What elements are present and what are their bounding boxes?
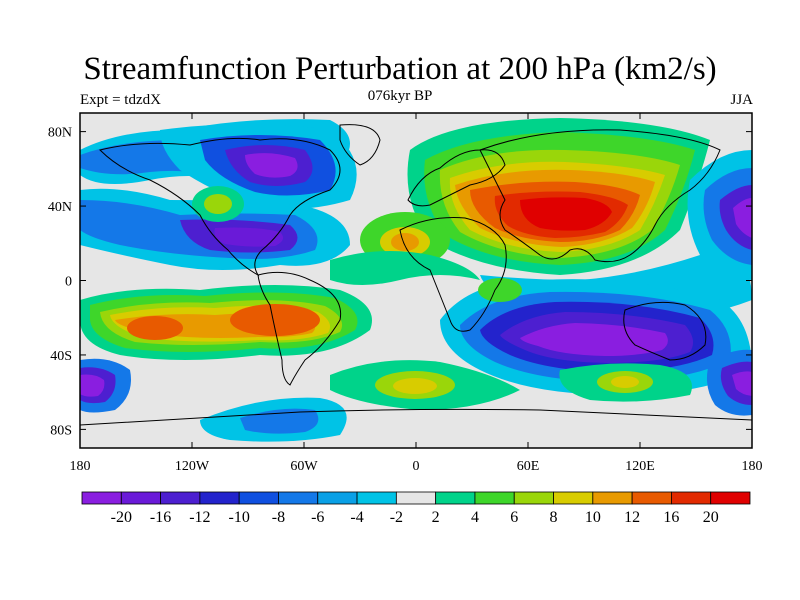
legend-swatch (317, 491, 358, 505)
legend-label: -10 (229, 509, 250, 526)
lat-tick-label: 40S (50, 349, 72, 364)
legend-label: 8 (550, 509, 558, 526)
season-label: JJA (730, 92, 753, 108)
legend-label: 6 (510, 509, 518, 526)
contour-na-low-4 (245, 153, 298, 178)
legend-label: -16 (150, 509, 171, 526)
color-legend: -20 -16 -12 -10 -8 -6 -4 -2 2 4 6 8 10 12 16 20 (81, 491, 751, 526)
lon-tick-label: 0 (413, 459, 420, 474)
contour-east-edge-south-3 (732, 371, 752, 396)
legend-label: -2 (390, 509, 403, 526)
coast-australia (623, 301, 707, 361)
legend-swatch (160, 491, 201, 505)
coastlines (80, 124, 752, 426)
contour-fill (80, 118, 752, 442)
coast-north-america (99, 137, 341, 277)
legend-label: -20 (111, 509, 132, 526)
legend-swatch (710, 491, 751, 505)
lon-tick-label: 180 (742, 459, 763, 474)
legend-swatch (356, 491, 397, 505)
lon-tick-label: 60W (290, 459, 318, 474)
coast-greenland (339, 124, 381, 166)
contour-spac-high-core (127, 316, 183, 340)
legend-swatch (199, 491, 240, 505)
lat-tick-label: 0 (65, 275, 72, 290)
legend-swatch (592, 491, 633, 505)
legend-swatch (238, 491, 279, 505)
legend-label: 4 (471, 509, 479, 526)
legend-label: -4 (350, 509, 363, 526)
experiment-label: Expt = tdzdX (80, 92, 161, 108)
legend-swatch (278, 491, 319, 505)
latitude-axis: 80N 40N 0 40S 80S (48, 126, 752, 438)
legend-swatch (671, 491, 712, 505)
contour-eurasia-high-8 (520, 197, 612, 231)
contour-west-edge-low-3 (80, 374, 105, 397)
legend-label: 16 (663, 509, 679, 526)
legend-swatch (553, 491, 594, 505)
legend-label: 2 (432, 509, 440, 526)
legend-swatch (435, 491, 476, 505)
lon-tick-label: 180 (70, 459, 91, 474)
contour-so-yellow-2b (611, 376, 639, 388)
legend-swatch (631, 491, 672, 505)
legend-label: -6 (311, 509, 324, 526)
lon-tick-label: 60E (517, 459, 540, 474)
coast-europe (407, 149, 506, 207)
contour-gulf-low-4 (214, 227, 284, 247)
legend-swatch (474, 491, 515, 505)
legend-label: -8 (272, 509, 285, 526)
lon-tick-label: 120W (175, 459, 210, 474)
lat-tick-label: 40N (48, 200, 72, 215)
lon-tick-label: 120E (625, 459, 655, 474)
legend-label: 20 (703, 509, 719, 526)
map-title: Streamfunction Perturbation at 200 hPa (… (83, 51, 717, 87)
legend-label: 12 (624, 509, 640, 526)
lat-tick-label: 80S (50, 423, 72, 438)
contour-ec-pac-green (478, 278, 522, 302)
legend-swatch (395, 491, 437, 505)
coast-africa (399, 217, 507, 332)
time-label: 076kyr BP (367, 88, 433, 104)
legend-swatch (81, 491, 122, 505)
legend-swatch (513, 491, 554, 505)
contour-east-edge-low-4 (733, 198, 752, 238)
contour-sio-low-5 (520, 323, 668, 356)
coast-south-america (257, 271, 342, 386)
legend-swatch (120, 491, 161, 505)
legend-label: -12 (189, 509, 210, 526)
legend-label: 10 (585, 509, 601, 526)
coast-antarctica (80, 408, 752, 426)
contour-sam-high-core (230, 304, 320, 336)
contour-so-yellow-1b (393, 378, 437, 394)
contour-natl-high-3 (391, 233, 419, 251)
contour-trop-green (330, 251, 480, 285)
lat-tick-label: 80N (48, 126, 72, 141)
longitude-axis: 180 120W 60W 0 60E 120E 180 (70, 113, 763, 474)
contour-pac-high-2 (204, 194, 232, 214)
coast-asia (479, 129, 721, 263)
